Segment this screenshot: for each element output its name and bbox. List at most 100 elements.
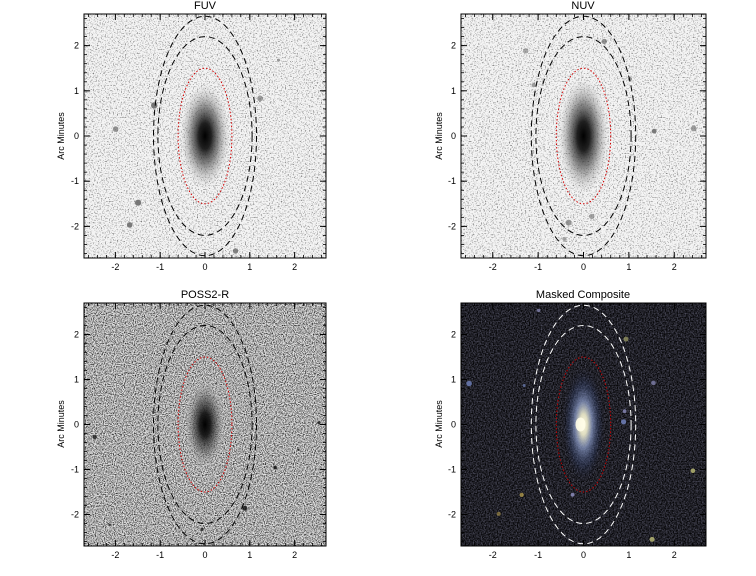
- point-source: [317, 421, 321, 425]
- point-source: [232, 248, 239, 254]
- x-tick-label: 0: [581, 550, 586, 560]
- panel-title: FUV: [194, 0, 217, 12]
- aperture-ellipse-inner: [555, 356, 612, 493]
- aperture-ellipse-outer: [535, 36, 632, 236]
- point-source: [623, 336, 629, 342]
- y-tick-label: 0: [74, 131, 79, 141]
- image-area: [84, 14, 326, 258]
- x-tick-label: 2: [292, 550, 297, 560]
- axes: -2 -1 0 1 2 -2 -1 0 1 2: [448, 13, 707, 272]
- y-tick-label: 2: [451, 41, 456, 51]
- y-tick-label: -1: [71, 465, 79, 475]
- aperture-ellipse-outer: [535, 325, 632, 524]
- point-source: [601, 38, 607, 45]
- axes: -2 -1 0 1 2 -2 -1 0 1 2: [448, 302, 707, 560]
- y-tick-label: 2: [451, 330, 456, 340]
- point-source: [536, 308, 541, 313]
- panel-title: Masked Composite: [536, 289, 630, 301]
- point-source: [690, 125, 697, 132]
- ellipse-group: [153, 304, 257, 545]
- aperture-ellipse-outer: [153, 304, 257, 545]
- aperture-ellipse-outer: [157, 36, 253, 236]
- y-tick-label: 1: [451, 86, 456, 96]
- y-tick-label: -2: [71, 510, 79, 520]
- point-source: [297, 448, 300, 451]
- point-source: [522, 384, 526, 387]
- y-tick-label: 0: [451, 131, 456, 141]
- y-axis-label: Arc Minutes: [56, 112, 66, 160]
- axes: -2 -1 0 1 2 -2 -1 0 1 2: [71, 302, 327, 560]
- y-tick-label: 2: [74, 330, 79, 340]
- aperture-ellipse-outer: [153, 15, 257, 257]
- point-source: [565, 219, 572, 226]
- point-source: [126, 222, 133, 228]
- x-tick-label: 2: [672, 550, 677, 560]
- point-source: [242, 505, 248, 511]
- x-tick-label: 1: [247, 262, 252, 272]
- point-source: [277, 58, 280, 62]
- y-tick-label: 1: [74, 86, 79, 96]
- x-tick-label: 2: [672, 262, 677, 272]
- x-tick-label: 1: [626, 550, 631, 560]
- image-area: [461, 303, 706, 546]
- galaxy: [558, 77, 609, 195]
- point-source: [200, 527, 204, 532]
- y-tick-label: -1: [448, 465, 456, 475]
- aperture-ellipse-inner: [555, 67, 612, 205]
- point-source: [151, 102, 158, 109]
- point-source: [562, 236, 567, 242]
- panel-title: POSS2-R: [181, 289, 229, 301]
- y-tick-label: -2: [71, 221, 79, 231]
- y-axis-label: Arc Minutes: [434, 112, 444, 160]
- x-tick-label: -2: [111, 262, 119, 272]
- point-source: [589, 213, 595, 220]
- panel-poss2-r: POSS2-R Arc Minutes -2 -1 0 1 2 -2 -1 0 1 2: [56, 289, 327, 560]
- aperture-ellipse-outer: [530, 304, 637, 545]
- point-source: [108, 523, 112, 527]
- image-area: [461, 14, 706, 258]
- point-source: [570, 492, 575, 497]
- y-tick-label: 1: [451, 375, 456, 385]
- aperture-ellipse-outer: [157, 325, 253, 524]
- point-source: [496, 511, 501, 516]
- y-tick-label: -1: [71, 176, 79, 186]
- image-area: [84, 303, 326, 546]
- panel-nuv: NUV Arc Minutes -2 -1 0 1 2 -2 -1 0 1 2: [434, 0, 707, 272]
- point-source: [519, 492, 524, 497]
- point-source: [92, 434, 98, 440]
- x-tick-label: 0: [202, 262, 207, 272]
- galaxy: [179, 83, 231, 189]
- x-tick-label: -1: [534, 550, 542, 560]
- y-tick-label: 2: [74, 41, 79, 51]
- ellipse-group: [530, 304, 637, 545]
- point-source: [622, 409, 627, 414]
- point-source: [135, 199, 142, 206]
- x-tick-label: -2: [489, 550, 497, 560]
- x-tick-label: 0: [581, 262, 586, 272]
- point-source: [531, 83, 536, 88]
- y-tick-label: -1: [448, 176, 456, 186]
- point-source: [649, 536, 655, 542]
- point-source: [257, 95, 263, 102]
- point-source: [621, 419, 627, 425]
- x-tick-label: 0: [202, 550, 207, 560]
- x-tick-label: -1: [156, 262, 164, 272]
- point-source: [466, 380, 472, 387]
- x-tick-label: -1: [156, 550, 164, 560]
- x-tick-label: 1: [247, 550, 252, 560]
- point-source: [690, 468, 696, 474]
- y-axis-label: Arc Minutes: [56, 400, 66, 448]
- x-tick-label: -2: [489, 262, 497, 272]
- point-source: [651, 380, 656, 386]
- x-tick-label: -1: [534, 262, 542, 272]
- point-source: [112, 126, 119, 132]
- galaxy-core: [575, 417, 586, 432]
- y-tick-label: 0: [74, 420, 79, 430]
- x-tick-label: -2: [111, 550, 119, 560]
- point-source: [651, 128, 657, 134]
- panel-fuv: FUV Arc Minutes -2 -1 0 1 2 -2 -1 0 1 2: [56, 0, 327, 272]
- point-source: [273, 465, 277, 470]
- panel-masked-composite: Masked Composite Arc Minutes -2 -1 0 1 2 -2 -1…: [434, 289, 707, 560]
- y-axis-label: Arc Minutes: [434, 400, 444, 448]
